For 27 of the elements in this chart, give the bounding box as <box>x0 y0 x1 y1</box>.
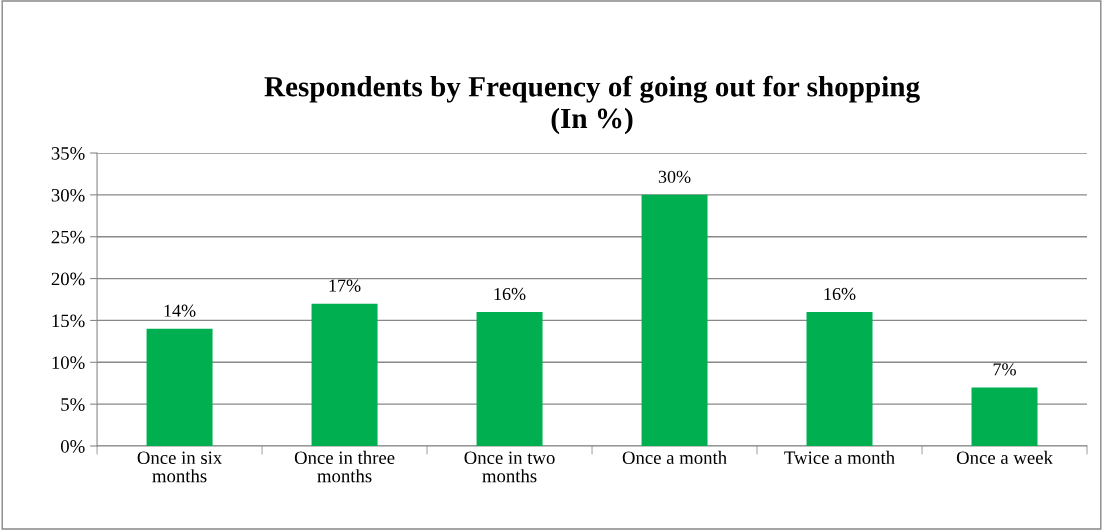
y-tick-label: 35% <box>51 147 85 160</box>
y-tick-label: 25% <box>51 230 85 244</box>
data-label: 14% <box>164 304 196 317</box>
bar <box>476 312 543 446</box>
data-label: 17% <box>329 279 361 292</box>
data-label: 30% <box>658 170 691 183</box>
chart-title: Respondents by Frequency of going out for shopping (In %) <box>264 75 920 135</box>
bar <box>971 387 1038 446</box>
x-tick-label: Twice a month <box>784 450 895 465</box>
x-tick-label: Once in two months <box>464 451 555 483</box>
data-label: 16% <box>494 287 526 301</box>
bar <box>806 312 873 446</box>
x-tick-label: Once a week <box>956 450 1053 465</box>
y-tick-label: 0% <box>60 440 85 453</box>
bar <box>311 303 378 446</box>
y-tick-label: 5% <box>61 398 85 411</box>
x-tick-label: Once a month <box>622 450 727 465</box>
data-label: 7% <box>993 363 1016 376</box>
x-tick-label: Once in three months <box>294 450 395 483</box>
data-label: 16% <box>824 287 856 301</box>
y-tick-label: 10% <box>52 356 85 370</box>
y-tick-label: 20% <box>51 272 85 286</box>
bar <box>146 328 213 446</box>
bar <box>641 194 708 446</box>
y-tick-label: 30% <box>51 188 85 202</box>
y-tick-label: 15% <box>52 314 85 328</box>
x-tick-label: Once in six months <box>137 451 223 483</box>
